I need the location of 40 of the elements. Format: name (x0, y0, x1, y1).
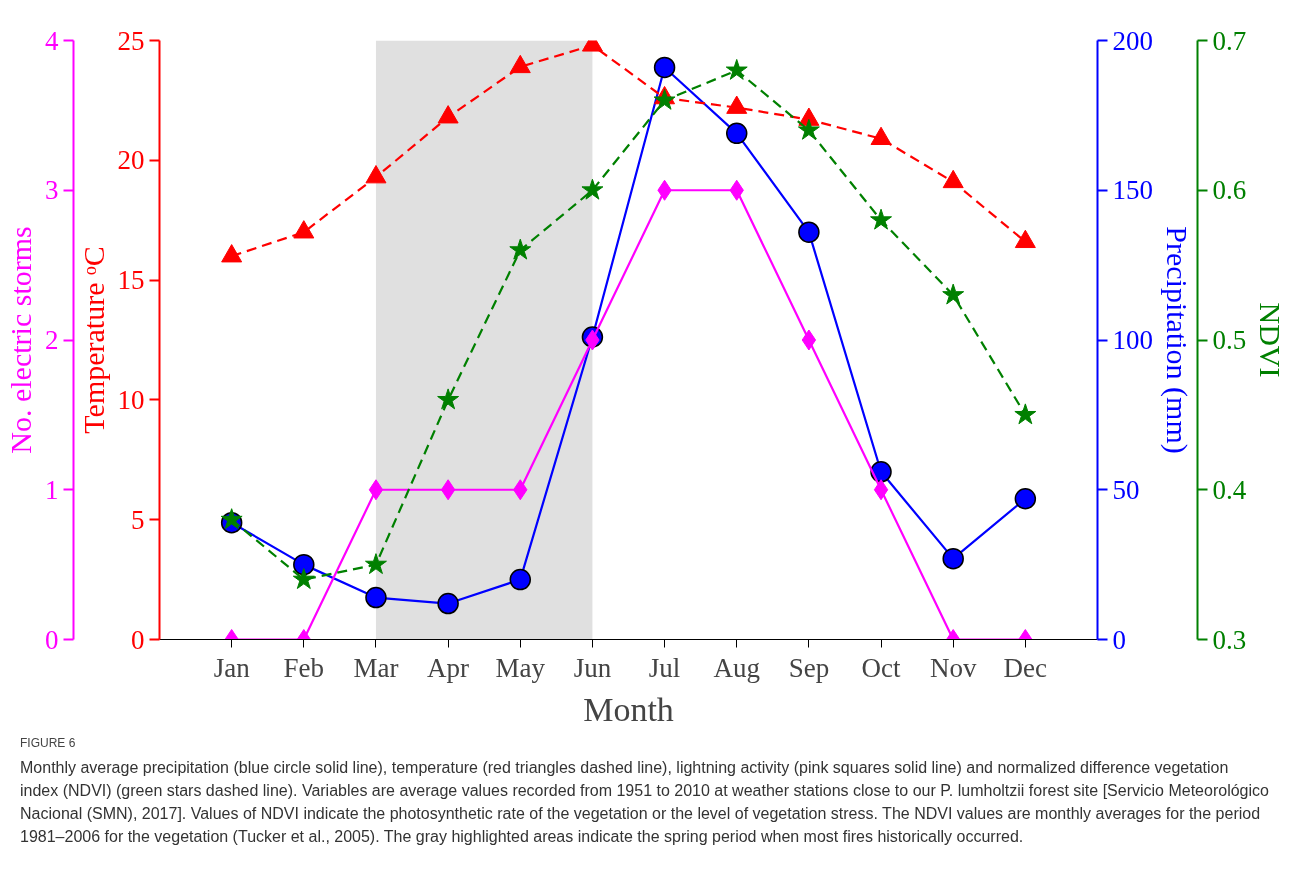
x-tick-label: Jan (213, 652, 251, 683)
y-tick-label: 0.3 (1212, 624, 1247, 655)
x-tick-label: Jul (648, 652, 681, 683)
y3-tick-label: 200 (1112, 25, 1153, 56)
y2-tick-label: 25 (117, 25, 145, 56)
y-tick-label: 3 (45, 175, 59, 206)
y3-tick-label: 50 (1112, 474, 1140, 505)
y-tick-label: 0.6 (1212, 175, 1247, 206)
y2-tick-label: 10 (117, 384, 145, 415)
y3-tick-label: 150 (1112, 175, 1153, 206)
x-axis-title: Month (583, 690, 674, 728)
y-tick-label: 2 (45, 325, 59, 355)
y3-axis-title: Precipitation (mm) (1160, 226, 1194, 454)
y-axis-title: No. electric storms (4, 226, 37, 454)
x-tick-label: Jun (573, 652, 612, 683)
y3-tick-label: 100 (1112, 325, 1153, 355)
x-tick-label: Nov (929, 652, 977, 683)
y-tick-label: 0.7 (1212, 25, 1247, 56)
y2-tick-label: 5 (131, 504, 145, 535)
x-tick-label: Feb (283, 652, 325, 683)
x-tick-label: Oct (861, 652, 902, 683)
y-tick-label: 0.4 (1212, 474, 1247, 505)
y-tick-label: 0 (45, 624, 59, 655)
y2-tick-label: 0 (131, 624, 145, 655)
y-tick-label: 0.5 (1212, 325, 1247, 355)
x-tick-label: May (495, 652, 546, 683)
x-tick-label: Dec (1003, 652, 1048, 683)
y2-tick-label: 20 (117, 145, 145, 176)
y-tick-label: 1 (45, 474, 59, 505)
caption: FIGURE 6 (20, 735, 77, 752)
y-tick-label: 4 (45, 25, 59, 56)
x-tick-label: Apr (427, 652, 470, 683)
text: Monthly average precipitation (blue circle solid line), temperature (red triangles dashed line), lightning activity (pink squares solid line) and normalized difference vegetation index (NDVI) (green stars dashed line). Variables are average values recorded from 1951 to 2010 at weather stations close to our P. lumholtzii forest site [Servicio Meteorológico Nacional (SMN), 2017]. Values of NDVI indicate the photosynthetic rate of the vegetation or the level of vegetation stress. The NDVI values are monthly averages for the period 1981–2006 for the vegetation (Tucker et al., 2005). The gray highlighted areas indicate the spring period when most fires historically occurred. (20, 758, 1270, 848)
x-tick-label: Aug (713, 652, 760, 683)
x-tick-label: Sep (788, 652, 830, 683)
y2-axis-title: Temperature ᵒC (76, 246, 110, 434)
y2-tick-label: 15 (117, 265, 145, 296)
y3-tick-label: 0 (1112, 624, 1126, 655)
y-axis-title: NDVI (1254, 302, 1288, 378)
x-tick-label: Mar (353, 652, 399, 683)
